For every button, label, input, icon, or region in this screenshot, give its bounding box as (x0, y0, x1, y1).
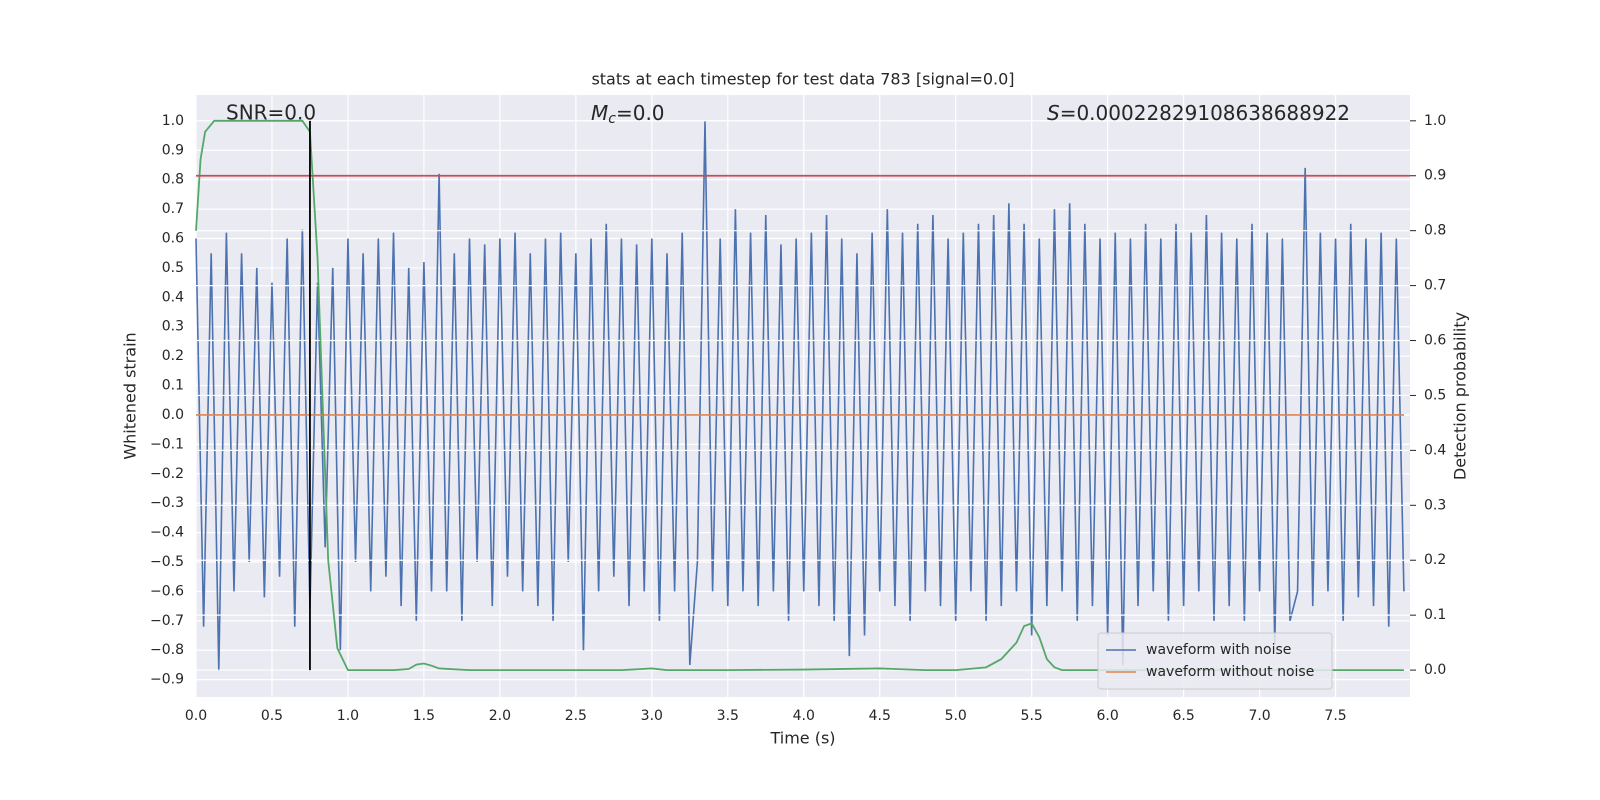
y2-tick-label: 0.7 (1424, 278, 1446, 294)
x-tick-label: 6.0 (1097, 708, 1119, 724)
y-tick-label: 0.6 (162, 231, 184, 247)
y-tick-label: 0.5 (162, 260, 184, 276)
x-tick-label: 0.5 (261, 708, 283, 724)
y-tick-label: −0.6 (150, 583, 184, 599)
y-tick-label: −0.3 (150, 495, 184, 511)
y2-tick-label: 1.0 (1424, 113, 1446, 129)
y2-axis-label: Detection probability (1451, 312, 1470, 480)
y-axis-label: Whitened strain (121, 332, 140, 459)
y2-tick-label: 0.9 (1424, 168, 1446, 184)
x-tick-label: 2.0 (489, 708, 511, 724)
y2-tick-label: 0.3 (1424, 497, 1446, 513)
y-tick-label: −0.8 (150, 642, 184, 658)
y2-tick-label: 0.1 (1424, 607, 1446, 623)
y-tick-label: 0.7 (162, 201, 184, 217)
chart-title: stats at each timestep for test data 783… (591, 70, 1014, 89)
y-tick-label: 0.2 (162, 348, 184, 364)
y-tick-label: 0.0 (162, 407, 184, 423)
x-tick-label: 4.0 (793, 708, 815, 724)
annotation: SNR=0.0 (226, 101, 316, 125)
x-tick-label: 3.0 (641, 708, 663, 724)
annotation-symbol: S (1047, 101, 1060, 125)
legend-box (1097, 632, 1333, 690)
annotation: S=0.00022829108638688922 (1047, 101, 1350, 125)
lines-layer (195, 120, 1405, 671)
y-tick-label: −0.2 (150, 466, 184, 482)
y-tick-label: 0.9 (162, 142, 184, 158)
y-tick-label: 0.4 (162, 289, 184, 305)
y2-tick-label: 0.6 (1424, 333, 1446, 349)
x-tick-label: 1.0 (337, 708, 359, 724)
y-tick-label: −0.1 (150, 436, 184, 452)
annotation-subscript: c (608, 111, 616, 127)
y2-tick-label: 0.8 (1424, 223, 1446, 239)
x-tick-label: 7.5 (1324, 708, 1346, 724)
x-tick-label: 7.0 (1248, 708, 1270, 724)
x-tick-label: 6.5 (1172, 708, 1194, 724)
legend-label: waveform without noise (1146, 664, 1314, 680)
legend: waveform with noise waveform without nois… (1097, 632, 1333, 690)
x-tick-label: 2.5 (565, 708, 587, 724)
x-tick-label: 4.5 (869, 708, 891, 724)
y-tick-label: −0.5 (150, 554, 184, 570)
x-tick-label: 3.5 (717, 708, 739, 724)
y-tick-label: −0.7 (150, 613, 184, 629)
annotation-symbol: M (591, 101, 608, 125)
legend-label: waveform with noise (1146, 642, 1291, 658)
series-line (195, 119, 1404, 671)
y-tick-label: 1.0 (162, 113, 184, 129)
annotation-value: =0.00022829108638688922 (1060, 101, 1350, 125)
y2-tick-label: 0.4 (1424, 442, 1446, 458)
y-tick-label: −0.4 (150, 525, 184, 541)
x-tick-label: 0.0 (185, 708, 207, 724)
annotation-value: =0.0 (616, 101, 665, 125)
annotation: Mc=0.0 (591, 101, 665, 128)
y-tick-label: 0.8 (162, 172, 184, 188)
x-axis-label: Time (s) (769, 729, 835, 748)
y-tick-label: 0.1 (162, 378, 184, 394)
y2-tick-label: 0.5 (1424, 387, 1446, 403)
x-tick-label: 1.5 (413, 708, 435, 724)
y2-tick-label: 0.2 (1424, 552, 1446, 568)
y-tick-label: 0.3 (162, 319, 184, 335)
y2-tick-label: 0.0 (1424, 662, 1446, 678)
x-tick-label: 5.5 (1021, 708, 1043, 724)
over-layer (195, 119, 1410, 671)
x-tick-label: 5.0 (945, 708, 967, 724)
y-tick-label: −0.9 (150, 672, 184, 688)
